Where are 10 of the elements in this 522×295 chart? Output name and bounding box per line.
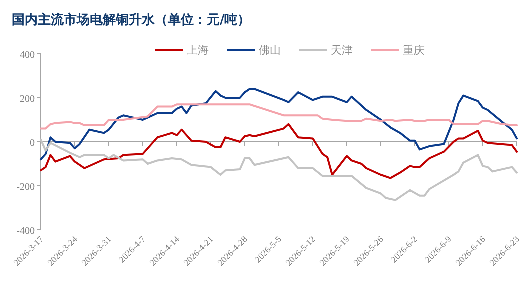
legend-label: 佛山 [259, 44, 281, 57]
y-tick-label: 0 [30, 138, 35, 149]
legend-label: 重庆 [403, 44, 425, 57]
legend-label: 天津 [331, 44, 353, 57]
y-tick-label: -200 [16, 182, 35, 193]
title: 国内主流市场电解铜升水（单位：元/吨） [12, 13, 251, 28]
y-tick-label: 400 [20, 50, 35, 61]
y-tick-label: -400 [16, 226, 35, 237]
legend-label: 上海 [187, 44, 209, 57]
y-tick-label: 200 [20, 94, 35, 105]
